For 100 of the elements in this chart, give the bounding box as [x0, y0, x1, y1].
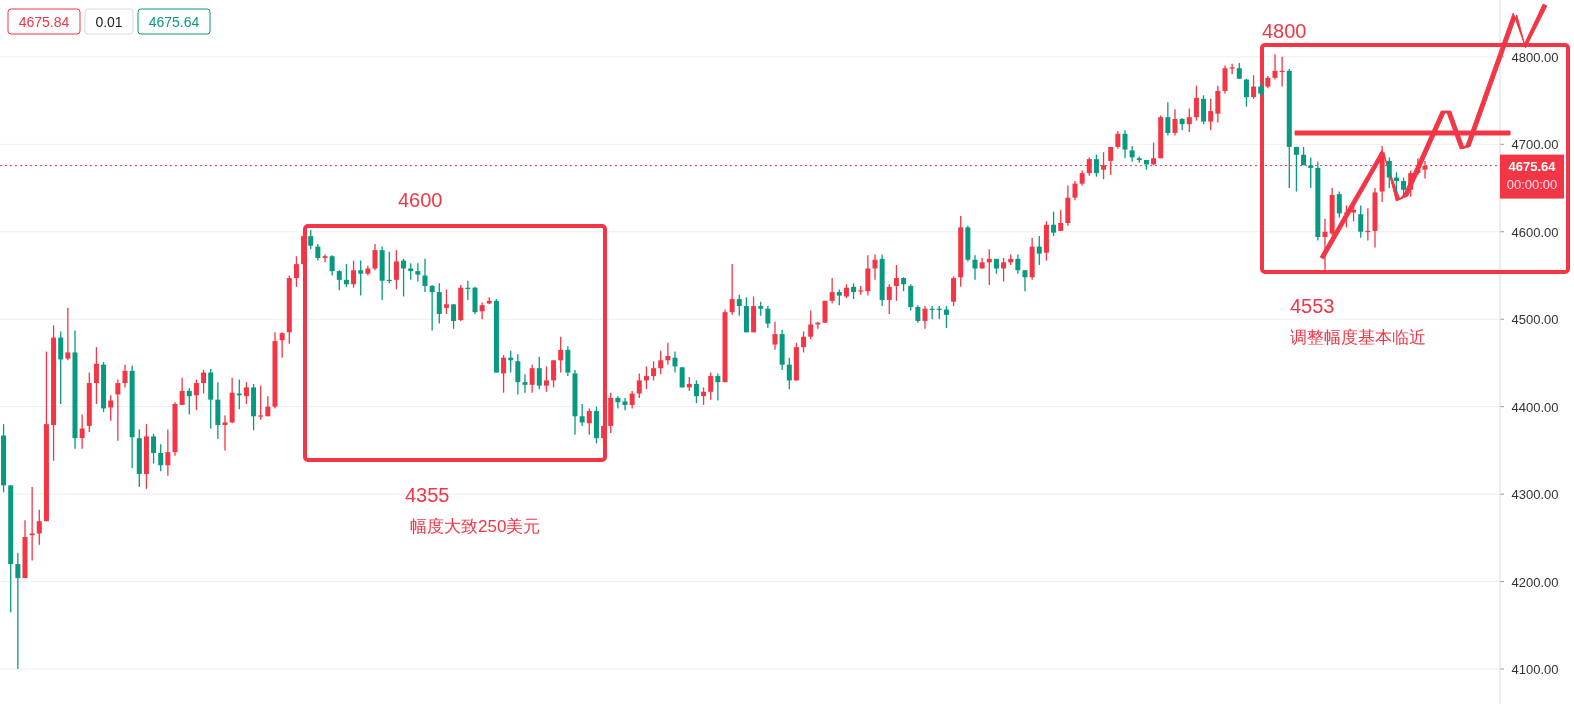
candlestick	[536, 356, 542, 390]
candlestick	[1186, 107, 1192, 133]
candlestick	[1336, 190, 1342, 219]
candlestick	[943, 305, 949, 329]
y-tick-label: 4200.00	[1511, 574, 1559, 590]
candlestick	[336, 269, 342, 291]
candlestick	[801, 330, 807, 354]
candlestick	[922, 305, 928, 330]
candlestick	[393, 249, 399, 291]
candlestick	[1272, 53, 1278, 81]
candlestick	[579, 403, 585, 427]
candlestick	[415, 262, 421, 283]
candlestick	[643, 365, 649, 390]
candlestick	[151, 433, 157, 465]
annotation: 4675.84	[18, 14, 70, 30]
candlestick	[329, 254, 335, 277]
candlestick	[165, 428, 171, 477]
candlestick	[886, 283, 892, 315]
candlestick	[622, 397, 628, 411]
annotation: 4553	[1290, 295, 1335, 317]
annotation: 调整幅度基本临近	[1290, 328, 1426, 347]
candlestick	[93, 346, 99, 405]
annotation: 幅度大致250美元	[410, 517, 541, 536]
candlestick	[951, 275, 957, 307]
candlestick	[658, 350, 664, 375]
text: 00:00:00	[1506, 176, 1558, 192]
candlestick	[1408, 169, 1414, 198]
candlestick	[665, 342, 671, 366]
y-tick-label: 4600.00	[1511, 224, 1559, 240]
candlestick	[179, 377, 185, 406]
candlestick	[1122, 129, 1128, 159]
candlestick	[1093, 154, 1099, 178]
candlestick	[322, 253, 328, 264]
candlestick	[736, 294, 742, 317]
candlestick	[1201, 94, 1207, 125]
candlestick	[1172, 108, 1178, 137]
candlestick	[1036, 235, 1042, 266]
candlestick	[443, 288, 449, 315]
candlestick	[1222, 64, 1228, 95]
candlestick	[1072, 180, 1078, 201]
candlestick	[651, 360, 657, 382]
candlestick	[765, 305, 771, 329]
candlestick	[429, 284, 435, 332]
candlestick	[529, 364, 535, 394]
candlestick	[343, 263, 349, 288]
candlestick	[543, 365, 549, 393]
candlestick	[1001, 257, 1007, 283]
candlestick	[279, 331, 285, 359]
candlestick	[615, 395, 621, 410]
candlestick	[586, 407, 592, 436]
candlestick	[193, 378, 199, 411]
annotation: 4800	[1262, 20, 1307, 42]
candlestick	[422, 258, 428, 293]
candlestick	[515, 353, 521, 396]
candlestick	[522, 373, 528, 394]
y-tick-label: 4300.00	[1511, 487, 1559, 503]
candlestick	[715, 372, 721, 402]
candlestick	[1015, 253, 1021, 275]
annotation: 4355	[405, 484, 450, 506]
annotation: 4600	[398, 189, 443, 211]
candlestick	[1058, 209, 1064, 232]
candlestick	[1308, 156, 1314, 189]
candlestick	[1293, 146, 1299, 193]
candlestick	[1358, 204, 1364, 239]
annotation: 0.01	[95, 14, 123, 30]
candlestick	[1051, 210, 1057, 237]
candlestick	[672, 350, 678, 374]
candlestick	[243, 381, 249, 405]
candlestick	[436, 282, 442, 325]
y-tick-label: 4700.00	[1511, 137, 1559, 153]
candlestick	[1243, 78, 1249, 108]
candlestick	[786, 357, 792, 390]
candlestick	[501, 354, 507, 394]
candlestick	[1193, 85, 1199, 122]
candlestick	[872, 253, 878, 281]
candlestick	[772, 321, 778, 351]
candlestick	[15, 552, 21, 670]
candlestick	[972, 254, 978, 281]
candlestick	[65, 307, 71, 361]
candlestick	[908, 283, 914, 312]
candlestick	[1208, 98, 1214, 131]
candlestick	[401, 258, 407, 298]
candlestick	[258, 385, 264, 421]
candlestick	[893, 264, 899, 302]
candlestick	[108, 394, 114, 422]
candlestick	[479, 301, 485, 320]
candlestick	[308, 229, 314, 250]
candlestick	[115, 378, 121, 442]
candlestick	[222, 414, 228, 452]
candlestick	[1229, 63, 1235, 75]
candlestick	[1165, 101, 1171, 137]
y-tick-label: 4500.00	[1511, 312, 1559, 328]
y-tick-label: 4400.00	[1511, 399, 1559, 415]
candlestick	[58, 330, 64, 405]
candlestick	[1215, 85, 1221, 124]
candlestick	[829, 277, 835, 305]
candlestick	[1022, 269, 1028, 292]
candlestick	[558, 336, 564, 374]
candlestick	[865, 254, 871, 297]
candlestick	[372, 243, 378, 271]
